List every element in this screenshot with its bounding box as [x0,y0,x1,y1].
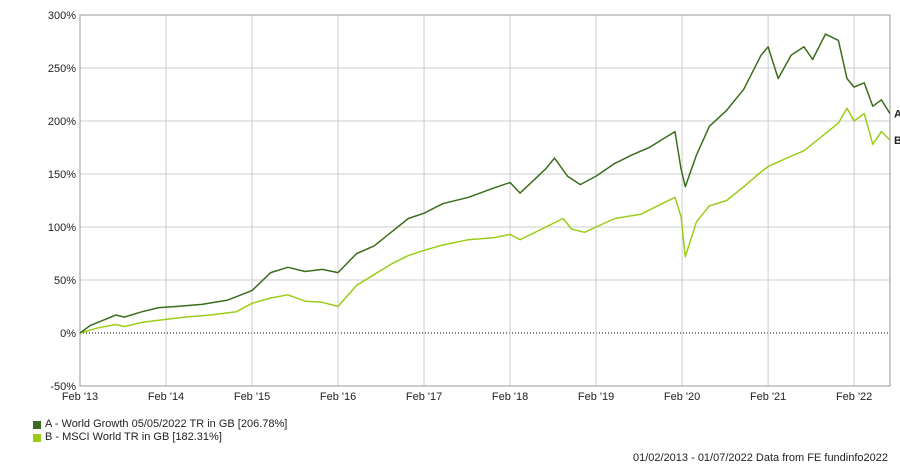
y-tick-label: 0% [60,328,76,340]
legend-swatch-a [33,420,41,429]
y-tick-label: -50% [50,381,76,393]
y-tick-label: 250% [48,63,76,75]
legend-swatch-b [33,433,41,442]
x-tick-label: Feb '21 [750,391,786,403]
x-tick-label: Feb '22 [836,391,872,403]
x-tick-label: Feb '16 [320,391,356,403]
chart-legend: A - World Growth 05/05/2022 TR in GB [20… [33,418,287,444]
plot-area [79,14,891,387]
x-tick-label: Feb '15 [234,391,270,403]
x-tick-label: Feb '19 [578,391,614,403]
y-tick-label: 300% [48,10,76,22]
data-source-footer: 01/02/2013 - 01/07/2022 Data from FE fun… [632,452,888,464]
series-end-label-a: A [894,109,900,121]
legend-item-a: A - World Growth 05/05/2022 TR in GB [20… [33,418,287,431]
y-tick-label: 100% [48,222,76,234]
x-tick-label: Feb '20 [664,391,700,403]
legend-label-b: B - MSCI World TR in GB [182.31%] [45,431,222,443]
series-end-label-b: B [894,135,900,147]
x-tick-label: Feb '14 [148,391,184,403]
series-line-a [79,33,891,334]
y-tick-label: 200% [48,116,76,128]
y-tick-label: 150% [48,169,76,181]
y-tick-label: 50% [54,275,76,287]
x-tick-label: Feb '18 [492,391,528,403]
x-tick-label: Feb '17 [406,391,442,403]
legend-item-b: B - MSCI World TR in GB [182.31%] [33,431,287,444]
series-line-b [79,107,891,334]
legend-label-a: A - World Growth 05/05/2022 TR in GB [20… [45,418,288,430]
x-tick-label: Feb '13 [62,391,98,403]
